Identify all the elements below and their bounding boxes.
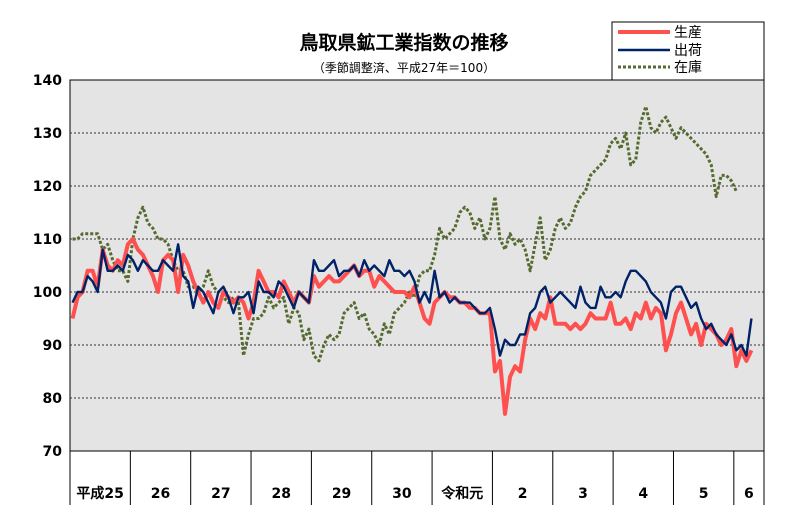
- x-tick-label: 29: [332, 486, 351, 502]
- x-tick-label: 28: [271, 486, 290, 502]
- series-line-shipments: [71, 243, 753, 357]
- x-tick-label: 令和元: [440, 485, 483, 502]
- series-line-production: [70, 237, 754, 416]
- y-tick-label: 80: [43, 391, 63, 407]
- x-tick-label: 30: [392, 486, 412, 502]
- x-tick-label: 26: [151, 486, 170, 502]
- x-axis: 平成25 26 27 28 29 30 令和元 2 3 4 5 6: [69, 451, 765, 505]
- plot-area: [69, 79, 765, 452]
- series-lines: [70, 105, 754, 416]
- y-tick-label: 140: [33, 73, 62, 89]
- y-tick-label: 70: [43, 444, 63, 460]
- x-tick-label: 3: [578, 486, 588, 502]
- x-tick-label: 6: [744, 486, 754, 502]
- x-tick-label: 平成25: [76, 485, 123, 502]
- legend: 生産 出荷 在庫: [611, 21, 765, 81]
- chart-title: 鳥取県鉱工業指数の推移: [299, 31, 508, 54]
- y-tick-label: 100: [33, 285, 62, 301]
- x-tick-label: 2: [518, 486, 528, 502]
- legend-label-shipments: 出荷: [674, 43, 702, 59]
- x-tick-label: 5: [699, 486, 709, 502]
- y-tick-label: 120: [33, 179, 62, 195]
- chart-subtitle: （季節調整済、平成27年＝100）: [313, 60, 495, 75]
- legend-label-production: 生産: [674, 25, 702, 41]
- x-tick-label: 4: [638, 486, 648, 502]
- y-tick-label: 130: [33, 126, 62, 142]
- y-tick-label: 110: [33, 232, 62, 248]
- legend-label-inventory: 在庫: [674, 59, 702, 76]
- x-tick-label: 27: [211, 486, 230, 502]
- series-line-inventory: [72, 105, 738, 363]
- y-axis-ticks: 70 80 90 100 110 120 130 140: [33, 73, 62, 460]
- y-tick-label: 90: [43, 338, 63, 354]
